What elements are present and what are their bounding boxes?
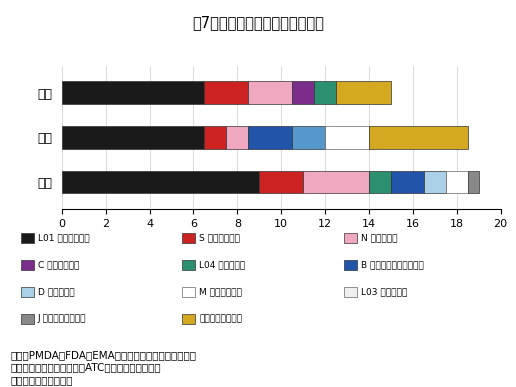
Bar — [325, 126, 369, 149]
Text: B 血液及び造血器官用剤: B 血液及び造血器官用剤 — [361, 260, 424, 269]
Bar — [248, 81, 292, 104]
Text: 業政策研究所にて作成: 業政策研究所にて作成 — [10, 375, 73, 385]
Text: （テクノミック制作）」のATC分類をもとに医薬産: （テクノミック制作）」のATC分類をもとに医薬産 — [10, 363, 161, 373]
Bar — [424, 171, 446, 194]
Bar — [204, 81, 248, 104]
Text: 図7　再生医療等製品の疾患分類: 図7 再生医療等製品の疾患分類 — [192, 15, 324, 31]
Bar — [260, 171, 303, 194]
Text: 出所：PMDA、FDA、EMAの各公開情報、「明日の新薬: 出所：PMDA、FDA、EMAの各公開情報、「明日の新薬 — [10, 350, 196, 360]
Text: その他、分類なし: その他、分類なし — [199, 315, 243, 324]
Text: M 筋骨格筋用剤: M 筋骨格筋用剤 — [199, 288, 242, 296]
Bar — [227, 126, 248, 149]
Bar — [303, 171, 369, 194]
Bar — [369, 171, 391, 194]
Bar — [204, 126, 227, 149]
Bar — [314, 81, 336, 104]
Text: D 皮膚科用剤: D 皮膚科用剤 — [38, 288, 74, 296]
Bar — [391, 171, 424, 194]
Text: J 全身性抗感染症薬: J 全身性抗感染症薬 — [38, 315, 86, 324]
Bar — [248, 126, 292, 149]
Bar — [336, 81, 391, 104]
Bar — [292, 81, 314, 104]
Bar — [62, 81, 204, 104]
Text: L01 抗悪性腫瘾剤: L01 抗悪性腫瘾剤 — [38, 233, 89, 242]
Bar — [446, 171, 467, 194]
Text: N 神経系用剤: N 神経系用剤 — [361, 233, 397, 242]
Bar — [369, 126, 467, 149]
Text: L04 免疫抑制薬: L04 免疫抑制薬 — [199, 260, 246, 269]
Bar — [62, 171, 260, 194]
Text: L03 免疫賦活薬: L03 免疫賦活薬 — [361, 288, 407, 296]
Bar — [62, 126, 204, 149]
Bar — [467, 171, 479, 194]
Text: S 感覚器官用剤: S 感覚器官用剤 — [199, 233, 240, 242]
Bar — [292, 126, 325, 149]
Text: C 循環器官用剤: C 循環器官用剤 — [38, 260, 79, 269]
